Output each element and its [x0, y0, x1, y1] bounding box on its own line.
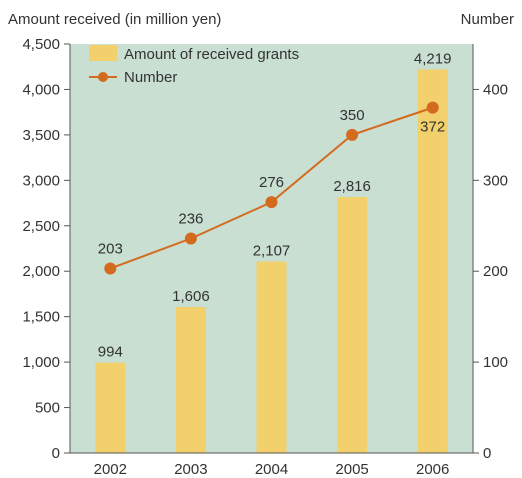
number-point-2005 — [346, 128, 359, 141]
number-point-2003 — [184, 232, 197, 245]
right-tick-label: 400 — [483, 81, 508, 98]
bar-series — [95, 69, 448, 453]
left-tick-label: 4,000 — [22, 81, 60, 98]
left-tick-label: 3,000 — [22, 172, 60, 189]
bar-2003 — [175, 307, 206, 453]
left-tick-label: 2,000 — [22, 263, 60, 280]
number-value-label: 276 — [259, 174, 284, 191]
x-tick-label: 2006 — [416, 461, 449, 478]
number-value-label: 203 — [98, 240, 123, 257]
x-tick-label: 2004 — [255, 461, 288, 478]
bar-2004 — [256, 261, 287, 453]
left-tick-label: 0 — [52, 445, 60, 462]
x-tick-label: 2003 — [174, 461, 207, 478]
line-series — [104, 101, 439, 275]
right-axis-title: Number — [461, 11, 514, 28]
number-point-2006 — [426, 101, 439, 114]
legend-line-label: Number — [124, 69, 177, 86]
left-tick-label: 1,500 — [22, 309, 60, 326]
right-tick-label: 0 — [483, 445, 491, 462]
left-tick-label: 1,000 — [22, 354, 60, 371]
x-tick-label: 2002 — [94, 461, 127, 478]
legend-bar-label: Amount of received grants — [124, 46, 299, 63]
bar-value-label: 4,219 — [414, 51, 452, 68]
number-point-2002 — [104, 262, 117, 275]
left-axis-title: Amount received (in million yen) — [8, 11, 221, 28]
x-tick-label: 2005 — [335, 461, 368, 478]
bar-value-label: 2,816 — [333, 178, 371, 195]
right-tick-label: 300 — [483, 172, 508, 189]
bar-2002 — [95, 362, 126, 453]
bar-2006 — [417, 69, 448, 453]
bar-value-label: 2,107 — [253, 242, 291, 259]
left-tick-label: 4,500 — [22, 36, 60, 53]
left-tick-label: 3,500 — [22, 127, 60, 144]
axes: 0 500 1,000 1,500 2,000 2,500 3,000 3,500 4,000 4… — [22, 36, 508, 478]
bar-value-label: 994 — [98, 344, 123, 361]
number-value-label: 372 — [420, 119, 445, 136]
legend-bar-swatch — [89, 45, 117, 61]
number-value-label: 350 — [340, 107, 365, 124]
legend: Amount of received grants Number — [89, 45, 299, 86]
number-value-label: 236 — [178, 211, 203, 228]
bar-2005 — [337, 197, 368, 453]
left-tick-label: 500 — [35, 400, 60, 417]
bar-value-label: 1,606 — [172, 288, 210, 305]
number-point-2004 — [265, 196, 278, 209]
left-tick-label: 2,500 — [22, 218, 60, 235]
right-tick-label: 200 — [483, 263, 508, 280]
right-tick-label: 100 — [483, 354, 508, 371]
data-labels: 994 1,606 2,107 2,816 4,219 203 236 276 350 372 — [98, 51, 452, 361]
legend-line-marker — [98, 72, 108, 82]
